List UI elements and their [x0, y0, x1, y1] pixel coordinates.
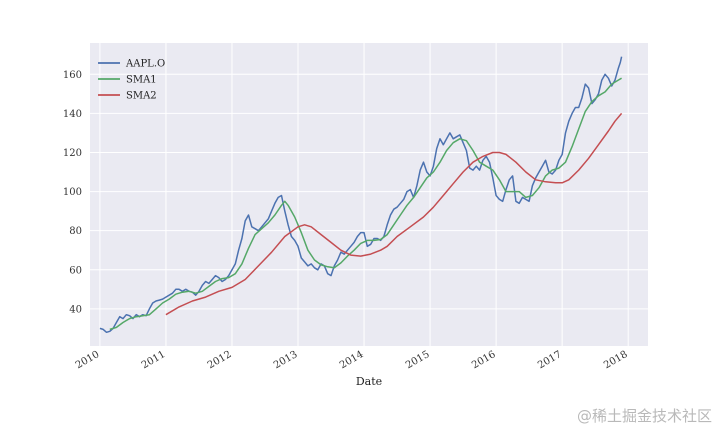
y-tick-label: 40 — [69, 304, 82, 315]
x-tick-label: 2016 — [470, 349, 498, 371]
x-tick-label: 2012 — [206, 349, 234, 371]
series-line-sma2 — [165, 112, 623, 316]
series-lines — [99, 56, 623, 334]
x-tick-label: 2014 — [338, 349, 366, 371]
legend: AAPL.O SMA1 SMA2 — [98, 59, 165, 102]
x-axis-label: Date — [356, 375, 382, 388]
y-tick-label: 160 — [63, 70, 82, 81]
x-tick-label: 2010 — [74, 349, 102, 371]
series-line-sma1 — [109, 77, 622, 331]
y-gridlines — [90, 73, 648, 310]
legend-label: SMA2 — [126, 91, 157, 102]
x-tick-labels: 2010 2011 2012 2013 2014 2015 2016 2017 2018 — [74, 349, 630, 371]
x-tick-label: 2017 — [536, 349, 564, 371]
y-tick-label: 140 — [63, 109, 82, 120]
plot-background — [90, 43, 648, 346]
y-tick-labels: 40 60 80 100 120 140 160 — [63, 70, 82, 316]
x-tick-label: 2013 — [272, 349, 300, 371]
y-tick-label: 100 — [63, 187, 82, 198]
y-tick-label: 60 — [69, 265, 82, 276]
legend-label: SMA1 — [126, 75, 157, 86]
y-tick-label: 80 — [69, 226, 82, 237]
x-tick-label: 2015 — [404, 349, 432, 371]
x-tick-label: 2011 — [140, 349, 168, 371]
y-tick-label: 120 — [63, 148, 82, 159]
x-tick-label: 2018 — [602, 349, 630, 371]
watermark: @稀土掘金技术社区 — [576, 407, 712, 425]
legend-label: AAPL.O — [125, 59, 165, 70]
